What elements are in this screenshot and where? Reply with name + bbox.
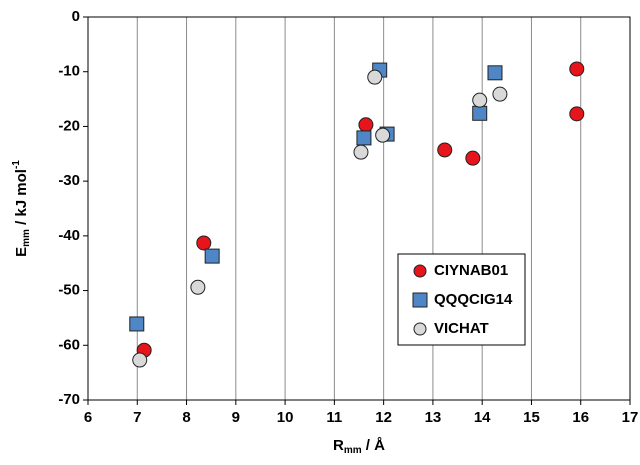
y-tick-label: -70	[58, 391, 80, 408]
x-tick-label: 17	[622, 409, 639, 426]
y-tick-label: -20	[58, 117, 80, 134]
point	[132, 352, 148, 368]
legend-marker	[413, 264, 427, 278]
legend-label: QQQCIG14	[434, 291, 513, 308]
point	[472, 105, 488, 121]
legend-marker	[412, 292, 428, 308]
y-axis-label-main: E	[13, 247, 30, 257]
legend-label: VICHAT	[434, 320, 489, 337]
point	[356, 130, 372, 146]
point	[569, 61, 585, 77]
point	[487, 65, 503, 81]
x-tick-label: 16	[572, 409, 589, 426]
plot-frame	[87, 16, 631, 401]
legend-label: CIYNAB01	[434, 262, 508, 279]
x-tick-label: 11	[326, 409, 342, 426]
point	[358, 117, 374, 133]
point	[204, 248, 220, 264]
x-axis-label-main: R	[333, 437, 344, 454]
x-tick-label: 6	[84, 409, 92, 426]
point	[375, 127, 391, 143]
y-axis-label: Emm / kJ mol-1	[11, 160, 32, 257]
point	[129, 316, 145, 332]
y-tick-label: 0	[72, 8, 80, 25]
point	[492, 86, 508, 102]
x-axis-label-rest: / Å	[362, 437, 386, 454]
y-tick-label: -30	[58, 172, 80, 189]
point	[569, 106, 585, 122]
y-tick-label: -40	[58, 227, 80, 244]
y-axis-label-sub: mm	[21, 229, 32, 247]
y-axis-label-sup: -1	[11, 160, 22, 169]
point	[472, 92, 488, 108]
point	[190, 279, 206, 295]
x-tick-label: 10	[277, 409, 294, 426]
point	[367, 69, 383, 85]
point	[196, 235, 212, 251]
x-axis-label-sub: mm	[344, 445, 362, 456]
point	[353, 144, 369, 160]
x-tick-label: 15	[523, 409, 540, 426]
x-axis-label: Rmm / Å	[333, 437, 385, 456]
y-tick-label: -50	[58, 282, 80, 299]
x-tick-label: 7	[133, 409, 141, 426]
y-tick-label: -10	[58, 63, 80, 80]
x-tick-label: 13	[425, 409, 442, 426]
x-tick-label: 12	[375, 409, 392, 426]
x-tick-label: 14	[474, 409, 491, 426]
legend-marker	[413, 322, 427, 336]
x-tick-label: 8	[182, 409, 190, 426]
x-tick-label: 9	[232, 409, 240, 426]
y-tick-label: -60	[58, 336, 80, 353]
point	[465, 150, 481, 166]
point	[437, 142, 453, 158]
y-axis-label-rest: / kJ mol	[13, 169, 30, 229]
